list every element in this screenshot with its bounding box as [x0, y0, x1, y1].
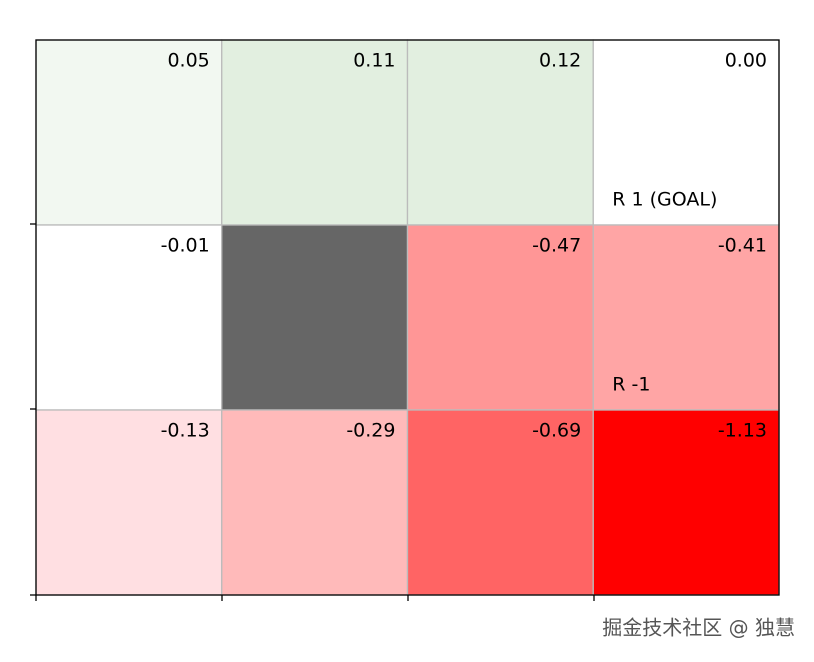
grid: 0.05 0.11 0.12 0.00 R 1 (GOAL) -0.01 -0.47 -0.4… [35, 39, 780, 596]
value-label: 0.05 [167, 50, 209, 72]
ticks [30, 223, 595, 601]
cell [406, 409, 594, 596]
wall-cell [221, 224, 409, 411]
value-label: -0.01 [161, 235, 210, 257]
value-label: -0.13 [161, 420, 210, 442]
value-label: 0.12 [539, 50, 581, 72]
value-label: -0.69 [532, 420, 581, 442]
value-label: 0.00 [725, 50, 767, 72]
cell [35, 409, 223, 596]
value-label: -0.41 [718, 235, 767, 257]
annotation: R 1 (GOAL) [612, 189, 717, 211]
value-label: 0.11 [353, 50, 395, 72]
value-label: -1.13 [718, 420, 767, 442]
cell [35, 224, 223, 411]
value-label: -0.29 [346, 420, 395, 442]
cell [406, 224, 594, 411]
cell [35, 39, 223, 226]
cell [592, 39, 780, 226]
annotation: R -1 [612, 374, 650, 396]
cell [221, 39, 409, 226]
value-label: -0.47 [532, 235, 581, 257]
watermark: 掘金技术社区 @ 独慧 [602, 616, 795, 640]
